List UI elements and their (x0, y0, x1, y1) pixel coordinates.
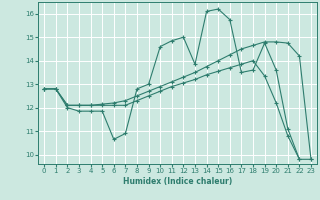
X-axis label: Humidex (Indice chaleur): Humidex (Indice chaleur) (123, 177, 232, 186)
